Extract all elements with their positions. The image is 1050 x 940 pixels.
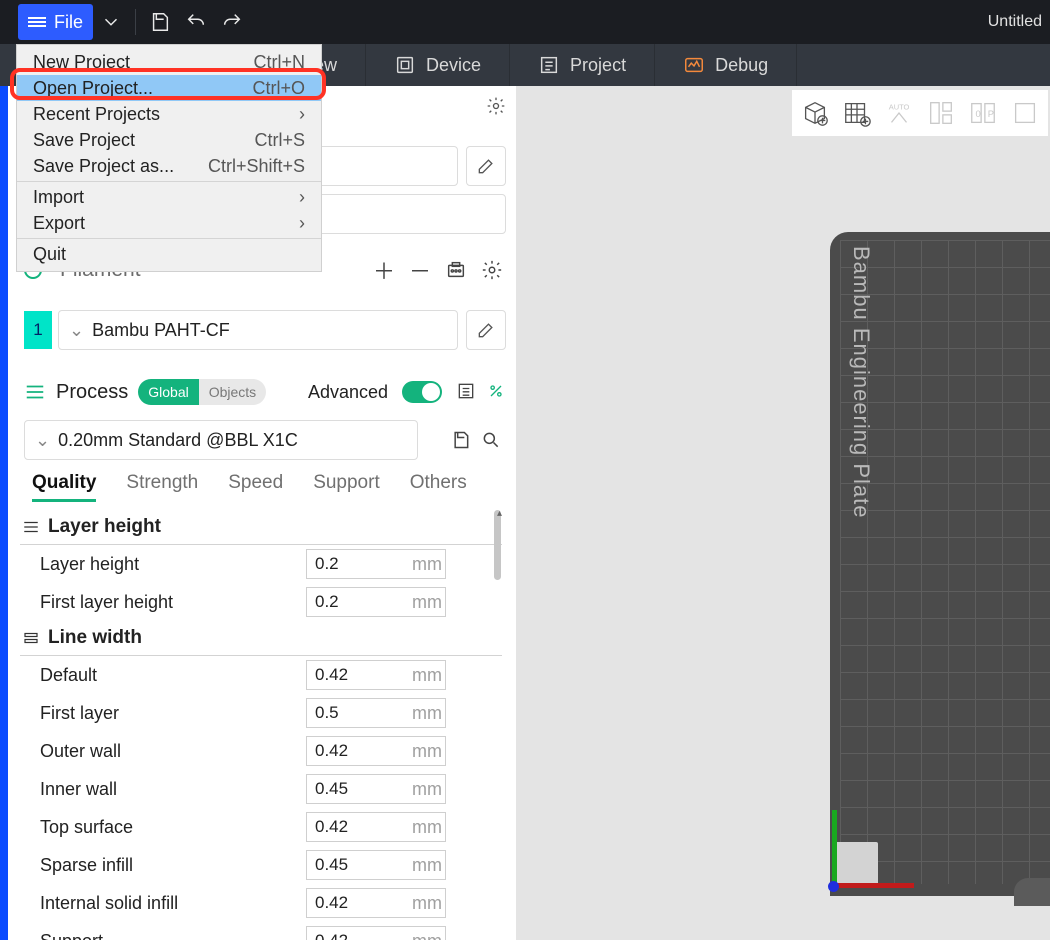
topbar: File Untitled (0, 0, 1050, 44)
origin-point (828, 881, 839, 892)
tab-speed[interactable]: Speed (228, 472, 283, 502)
svg-text:P: P (988, 109, 994, 119)
filament-sync-icon[interactable] (442, 259, 470, 281)
filament-add-icon[interactable]: ＋ (370, 254, 398, 286)
redo-icon[interactable] (214, 4, 250, 40)
printer-settings-gear-icon[interactable] (482, 92, 510, 120)
section-header: Layer height (20, 510, 502, 545)
settings-scroll: ▴ Layer heightLayer height0.2mmFirst lay… (20, 510, 502, 940)
process-header: Process (56, 381, 128, 404)
setting-row: Internal solid infill0.42mm (20, 884, 502, 922)
process-preset-name: 0.20mm Standard @BBL X1C (58, 430, 298, 451)
scrollbar[interactable]: ▴ (492, 510, 502, 810)
process-tabs: Quality Strength Speed Support Others (32, 472, 506, 502)
split-icon[interactable]: 0P (964, 94, 1002, 132)
setting-row: Outer wall0.42mm (20, 732, 502, 770)
printer-preset-edit-icon[interactable] (466, 146, 506, 186)
menu-item[interactable]: Import› (17, 184, 321, 210)
process-preset-select[interactable]: ⌄ 0.20mm Standard @BBL X1C (24, 420, 418, 460)
project-icon (538, 54, 560, 76)
chevron-down-icon: ⌄ (69, 320, 84, 341)
process-icon (24, 381, 46, 403)
save-icon[interactable] (142, 4, 178, 40)
divider (135, 9, 136, 35)
advanced-toggle[interactable] (402, 381, 442, 403)
setting-row: Support0.42mm (20, 922, 502, 940)
device-icon (394, 54, 416, 76)
file-menu-label: File (54, 12, 83, 33)
menu-item[interactable]: Export› (17, 210, 321, 236)
filament-name: Bambu PAHT-CF (92, 320, 230, 341)
z-axis (832, 810, 837, 888)
nav-tab-project[interactable]: Project (510, 44, 655, 86)
menu-item[interactable]: Open Project...Ctrl+O (17, 75, 321, 101)
hamburger-icon (28, 15, 46, 29)
window-left-accent (0, 0, 8, 940)
setting-row: First layer height0.2mm (20, 583, 502, 621)
process-save-icon[interactable] (446, 430, 476, 450)
filament-remove-icon[interactable]: － (406, 254, 434, 286)
svg-text:AUTO: AUTO (889, 102, 910, 111)
setting-row: Sparse infill0.45mm (20, 846, 502, 884)
menu-item[interactable]: New ProjectCtrl+N (17, 49, 321, 75)
process-search-icon[interactable] (476, 430, 506, 450)
global-objects-toggle[interactable]: Global Objects (138, 379, 266, 405)
process-list-icon[interactable] (456, 381, 476, 404)
nav-tab-device[interactable]: Device (366, 44, 510, 86)
svg-text:0: 0 (976, 109, 981, 119)
nav-tab-debug[interactable]: Debug (655, 44, 797, 86)
window-title: Untitled (988, 13, 1042, 31)
file-dropdown-chevron[interactable] (93, 4, 129, 40)
setting-row: Top surface0.42mm (20, 808, 502, 846)
axis-gizmo[interactable] (820, 806, 910, 896)
x-axis (830, 883, 914, 888)
undo-icon[interactable] (178, 4, 214, 40)
menu-item[interactable]: Save Project as...Ctrl+Shift+S (17, 153, 321, 179)
viewport-toolbar: AUTO 0P (792, 90, 1048, 136)
filament-edit-icon[interactable] (466, 310, 506, 350)
advanced-label: Advanced (308, 382, 388, 403)
add-plate-icon[interactable] (838, 94, 876, 132)
setting-row: First layer0.5mm (20, 694, 502, 732)
tab-quality[interactable]: Quality (32, 472, 96, 502)
variable-layer-icon[interactable] (1006, 94, 1044, 132)
tab-support[interactable]: Support (313, 472, 380, 502)
menu-item[interactable]: Recent Projects› (17, 101, 321, 127)
add-cube-icon[interactable] (796, 94, 834, 132)
filament-settings-gear-icon[interactable] (478, 259, 506, 281)
setting-row: Default0.42mm (20, 656, 502, 694)
chevron-down-icon: ⌄ (35, 430, 50, 451)
file-menu: New ProjectCtrl+NOpen Project...Ctrl+ORe… (16, 44, 322, 272)
arrange-icon[interactable] (922, 94, 960, 132)
menu-item[interactable]: Quit (17, 241, 321, 267)
file-menu-button[interactable]: File (18, 4, 93, 40)
build-plate: Bambu Engineering Plate (830, 232, 1050, 896)
viewport-3d[interactable]: AUTO 0P Bambu Engineering Plate (516, 86, 1050, 940)
auto-orient-icon[interactable]: AUTO (880, 94, 918, 132)
debug-icon (683, 54, 705, 76)
section-header: Line width (20, 621, 502, 656)
tab-others[interactable]: Others (410, 472, 467, 502)
filament-select[interactable]: ⌄ Bambu PAHT-CF (58, 310, 458, 350)
view-cube-corner[interactable] (1014, 878, 1050, 906)
filament-color-swatch[interactable]: 1 (24, 311, 52, 349)
setting-row: Layer height0.2mm (20, 545, 502, 583)
plate-label: Bambu Engineering Plate (848, 246, 874, 519)
process-compare-icon[interactable] (486, 381, 506, 404)
setting-row: Inner wall0.45mm (20, 770, 502, 808)
tab-strength[interactable]: Strength (126, 472, 198, 502)
menu-item[interactable]: Save ProjectCtrl+S (17, 127, 321, 153)
